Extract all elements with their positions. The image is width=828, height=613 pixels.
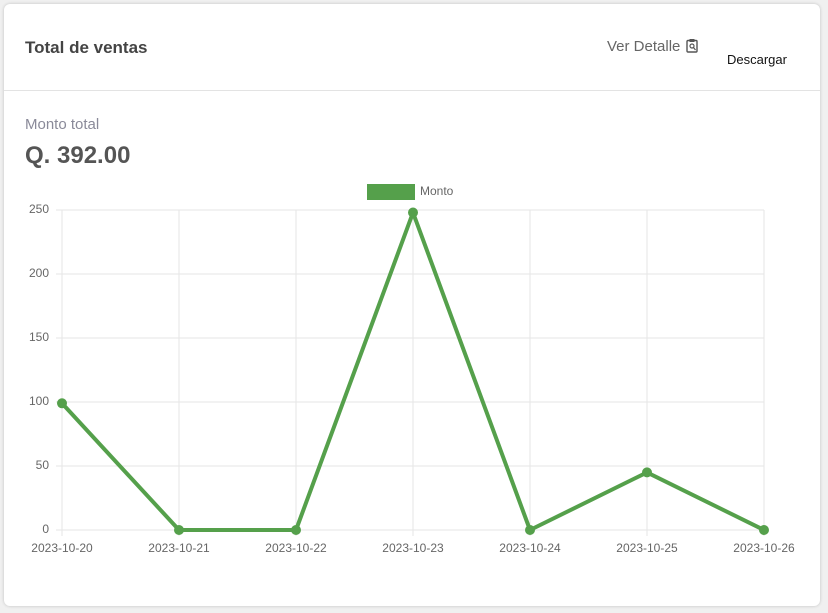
point <box>408 207 418 218</box>
x-tick-label: 2023-10-22 <box>265 541 327 555</box>
x-tick-label: 2023-10-21 <box>148 541 210 555</box>
point <box>759 525 769 535</box>
x-tick-label: 2023-10-24 <box>499 541 561 555</box>
card-header: Total de ventas Ver Detalle Descargar <box>4 4 820 91</box>
point <box>525 525 535 535</box>
y-tick-label: 0 <box>42 522 49 536</box>
y-tick-label: 100 <box>29 394 49 408</box>
y-tick-label: 250 <box>29 202 49 216</box>
detail-link[interactable]: Ver Detalle <box>607 38 699 55</box>
legend-swatch <box>367 184 415 200</box>
y-tick-label: 50 <box>36 458 50 472</box>
legend-label: Monto <box>420 184 454 198</box>
point <box>174 525 184 535</box>
point <box>57 398 67 409</box>
point <box>291 525 301 535</box>
card: Total de ventas Ver Detalle Descargar Mo… <box>4 4 820 606</box>
x-tick-label: 2023-10-20 <box>31 541 93 555</box>
y-tick-label: 150 <box>29 330 49 344</box>
card-title: Total de ventas <box>25 38 148 57</box>
point <box>642 467 652 478</box>
summary-label: Monto total <box>25 116 100 133</box>
x-tick-label: 2023-10-26 <box>733 541 795 555</box>
download-button[interactable]: Descargar <box>723 50 791 69</box>
x-tick-label: 2023-10-23 <box>382 541 444 555</box>
summary-value: Q. 392.00 <box>25 142 131 169</box>
y-tick-label: 200 <box>29 266 49 280</box>
x-tick-label: 2023-10-25 <box>616 541 678 555</box>
clipboard-icon <box>685 39 698 53</box>
detail-link-text[interactable]: Ver Detalle <box>607 38 681 55</box>
